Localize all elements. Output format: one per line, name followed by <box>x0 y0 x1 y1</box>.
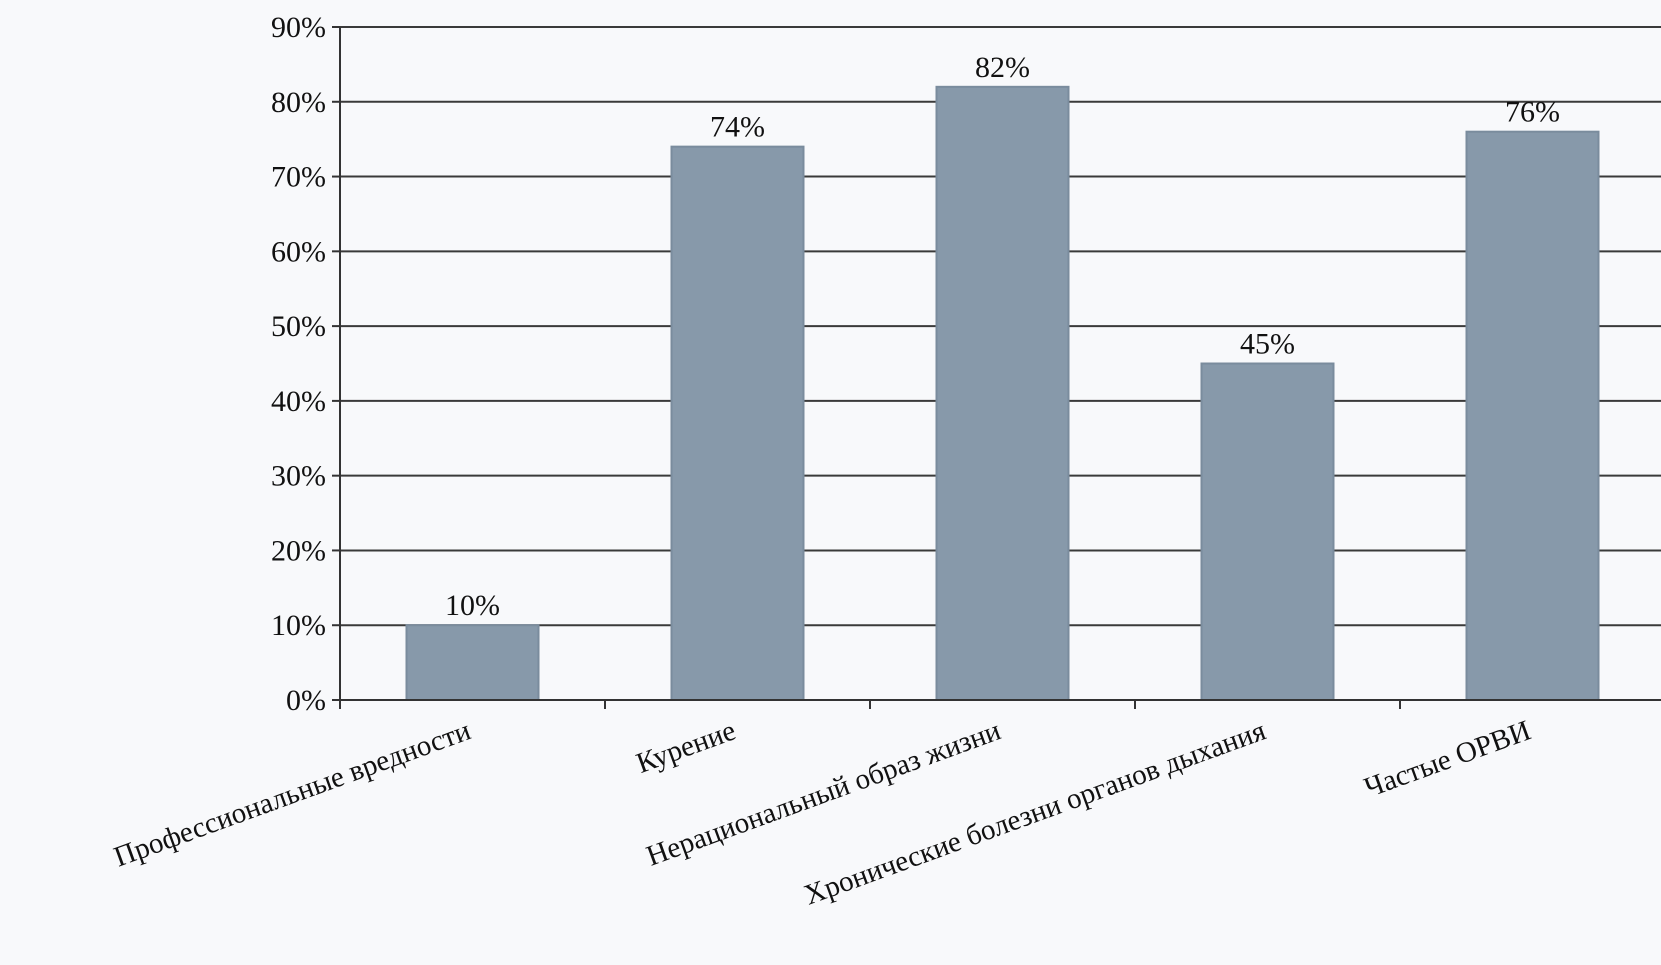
y-tick-label: 90% <box>271 11 326 44</box>
y-tick-label: 70% <box>271 161 326 194</box>
bar <box>1200 362 1335 701</box>
y-tick-label: 50% <box>271 310 326 343</box>
y-tick-label: 0% <box>286 684 326 717</box>
y-tick-label: 40% <box>271 385 326 418</box>
category-label: Частые ОРВИ <box>1360 714 1535 804</box>
bar <box>1465 130 1600 701</box>
y-tick-label: 20% <box>271 534 326 567</box>
data-label: 45% <box>1240 328 1295 361</box>
bar <box>935 85 1070 702</box>
data-label: 74% <box>710 111 765 144</box>
category-label: Курение <box>632 715 740 780</box>
bar <box>670 145 805 701</box>
data-label: 76% <box>1505 96 1560 129</box>
data-label: 10% <box>445 589 500 622</box>
y-tick-label: 60% <box>271 235 326 268</box>
category-label: Профессиональные вредности <box>110 715 475 874</box>
y-tick-label: 30% <box>271 460 326 493</box>
y-tick-label: 10% <box>271 609 326 642</box>
y-tick-label: 80% <box>271 86 326 119</box>
category-label: Хронические болезни органов дыхания <box>800 715 1270 912</box>
bar <box>405 624 540 702</box>
data-label: 82% <box>975 51 1030 84</box>
